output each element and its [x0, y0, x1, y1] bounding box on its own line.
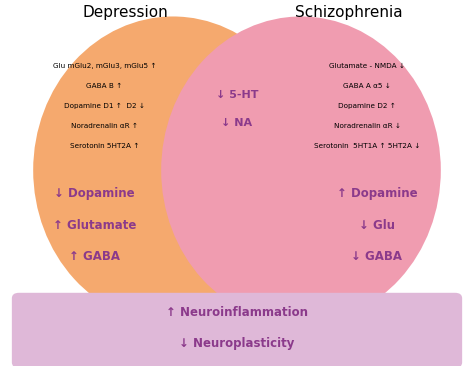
Text: ↑ GABA: ↑ GABA [69, 250, 120, 263]
Text: ↓ Glu: ↓ Glu [359, 219, 395, 232]
Ellipse shape [33, 16, 313, 324]
Text: Noradrenalin αR ↑: Noradrenalin αR ↑ [71, 123, 138, 129]
Text: ↓ 5-HT: ↓ 5-HT [216, 90, 258, 100]
Text: Dopamine D2 ↑: Dopamine D2 ↑ [338, 103, 396, 109]
Text: Noradrenalin αR ↓: Noradrenalin αR ↓ [334, 123, 401, 129]
Ellipse shape [161, 16, 441, 324]
Text: ↓ GABA: ↓ GABA [351, 250, 402, 263]
Text: Glutamate - NMDA ↓: Glutamate - NMDA ↓ [329, 63, 405, 69]
Text: GABA B ↑: GABA B ↑ [86, 83, 122, 89]
Text: ↓ NA: ↓ NA [221, 117, 253, 128]
Text: Serotonin  5HT1A ↑ 5HT2A ↓: Serotonin 5HT1A ↑ 5HT2A ↓ [314, 143, 420, 149]
Text: Depression: Depression [83, 5, 168, 20]
Text: Glu mGlu2, mGlu3, mGlu5 ↑: Glu mGlu2, mGlu3, mGlu5 ↑ [53, 63, 156, 69]
Text: Schizophrenia: Schizophrenia [294, 5, 402, 20]
Text: ↓ Neuroplasticity: ↓ Neuroplasticity [179, 337, 295, 350]
Text: Dopamine D1 ↑  D2 ↓: Dopamine D1 ↑ D2 ↓ [64, 103, 145, 109]
Text: GABA A α5 ↓: GABA A α5 ↓ [343, 83, 392, 89]
Text: ↑ Glutamate: ↑ Glutamate [53, 219, 137, 232]
FancyBboxPatch shape [12, 293, 462, 366]
Text: ↑ Dopamine: ↑ Dopamine [337, 187, 417, 201]
Text: ↑ Neuroinflammation: ↑ Neuroinflammation [166, 306, 308, 320]
Text: ↓ Dopamine: ↓ Dopamine [55, 187, 135, 201]
Text: Serotonin 5HT2A ↑: Serotonin 5HT2A ↑ [70, 143, 139, 149]
